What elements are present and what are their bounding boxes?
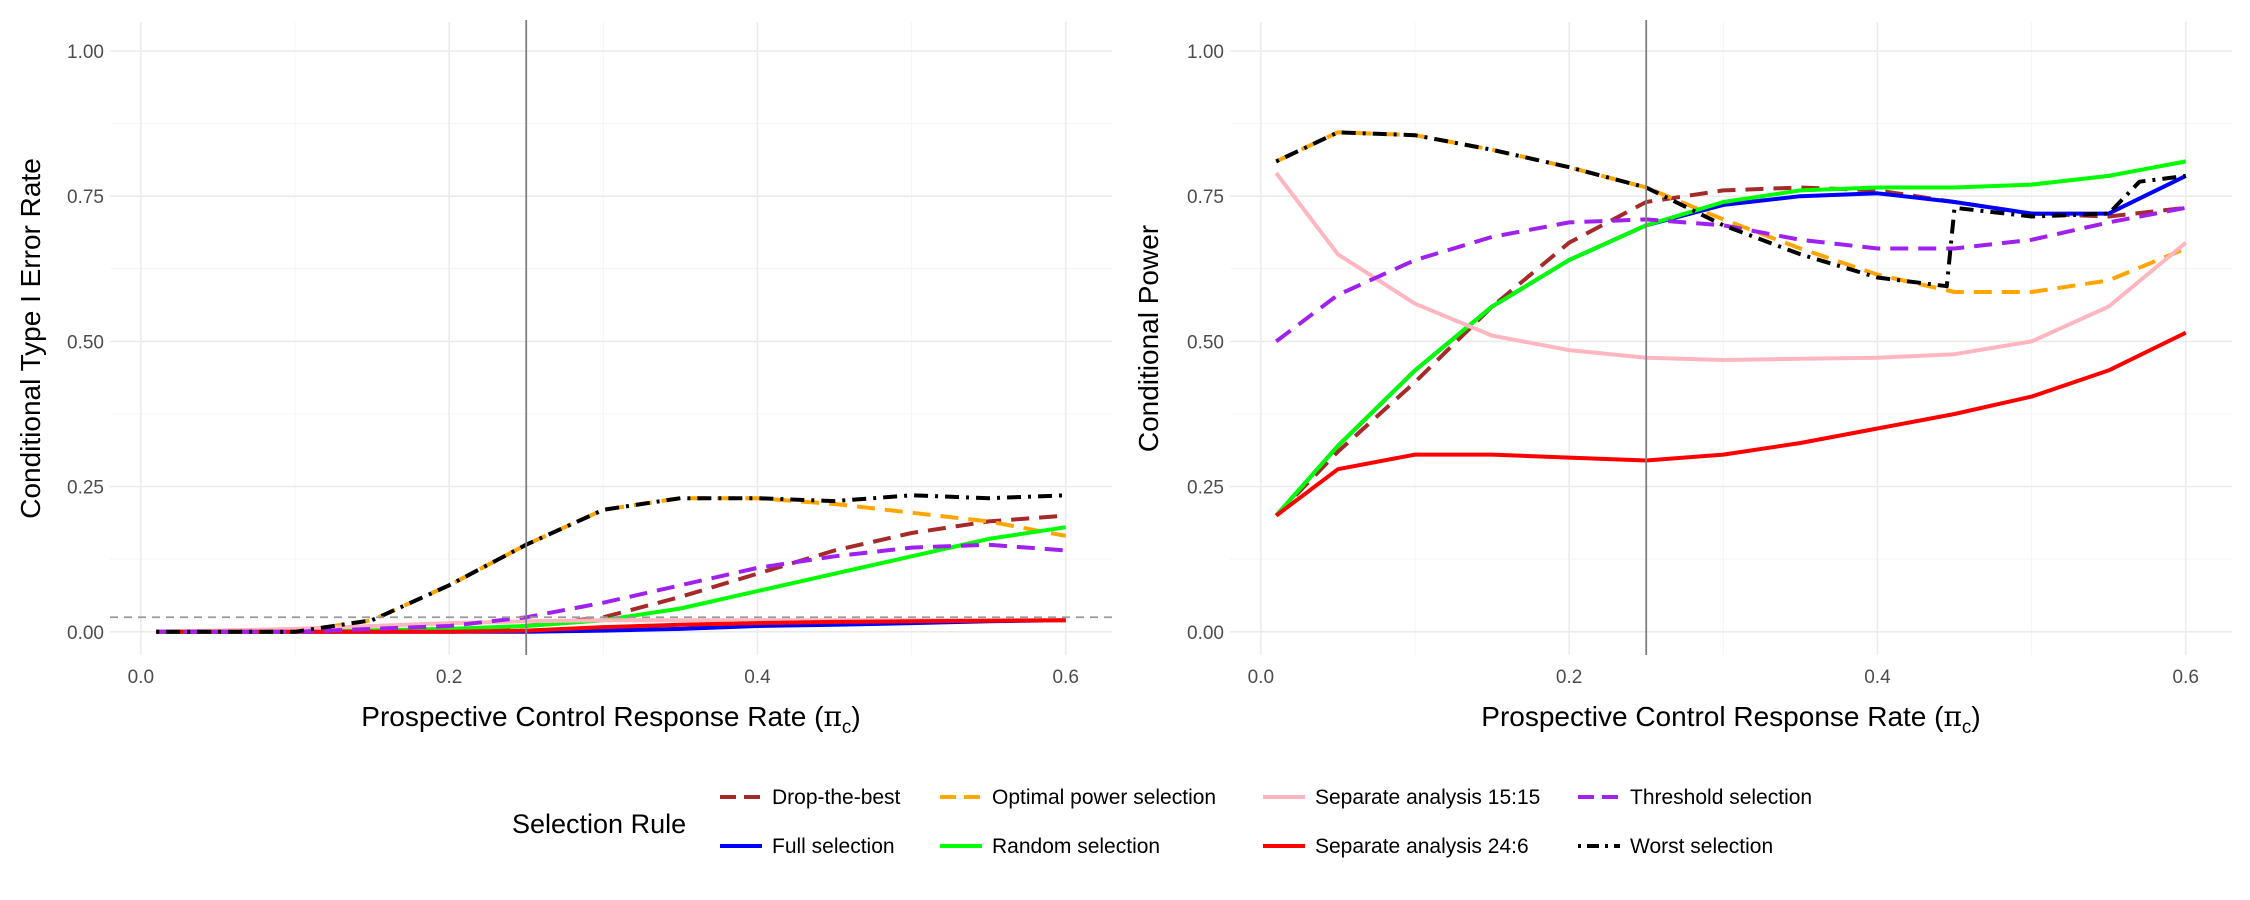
p0-x-tick-label: 0.6 bbox=[1053, 667, 1079, 688]
p1-x-axis-title-text: Prospective Control Response Rate ( bbox=[1481, 701, 1944, 732]
p1-x-tick-label: 0.4 bbox=[1864, 667, 1891, 688]
legend-label-worst-selection: Worst selection bbox=[1630, 835, 1773, 858]
p1-x-tick-label: 0.6 bbox=[2173, 667, 2199, 688]
p1-y-tick-label: 0.75 bbox=[1187, 187, 1224, 208]
p1-series-drop-the-best bbox=[1274, 185, 2187, 517]
p0-series-separate-analysis-24-6 bbox=[156, 618, 1066, 634]
panel-right-power: 0.0 0.2 0.4 0.6 0.00 0.25 0.50 0.75 1.00 Conditio… bbox=[1133, 20, 2232, 738]
p0-y-tick-label: 0.50 bbox=[67, 332, 104, 353]
legend: Selection Rule Drop-the-best Optimal pow… bbox=[512, 786, 1812, 858]
p1-y-tick-label: 0.25 bbox=[1187, 478, 1224, 499]
p1-y-tick-label: 0.50 bbox=[1187, 332, 1224, 353]
p0-x-axis-title-subscript: c bbox=[842, 717, 852, 738]
p0-x-tick-label: 0.0 bbox=[128, 667, 154, 688]
p0-x-axis-title: Prospective Control Response Rate (πc) bbox=[361, 700, 860, 738]
p0-y-tick-label: 0.00 bbox=[67, 623, 104, 644]
legend-label-full-selection: Full selection bbox=[772, 835, 895, 858]
p0-x-axis-title-symbol: π bbox=[823, 700, 841, 733]
p0-x-tick-label: 0.2 bbox=[436, 667, 462, 688]
p1-x-axis-title-subscript: c bbox=[1962, 717, 1972, 738]
p1-y-tick-label: 0.00 bbox=[1187, 623, 1224, 644]
legend-label-separate-15-15: Separate analysis 15:15 bbox=[1315, 786, 1540, 809]
p1-x-tick-label: 0.2 bbox=[1556, 667, 1582, 688]
p1-series-worst-selection bbox=[1275, 130, 2187, 289]
legend-entry-optimal-power: Optimal power selection bbox=[940, 786, 1216, 809]
p0-y-tick-label: 1.00 bbox=[67, 42, 104, 63]
legend-entry-worst-selection: Worst selection bbox=[1578, 835, 1773, 858]
p1-x-axis-title-close: ) bbox=[1971, 701, 1980, 732]
p1-x-axis-title: Prospective Control Response Rate (πc) bbox=[1481, 700, 1980, 738]
p1-x-tick-label: 0.0 bbox=[1248, 667, 1274, 688]
p1-series-threshold-selection bbox=[1274, 205, 2187, 343]
legend-entry-full-selection: Full selection bbox=[720, 835, 895, 858]
p0-series-drop-the-best bbox=[156, 513, 1066, 634]
p0-x-axis-title-text: Prospective Control Response Rate ( bbox=[361, 701, 824, 732]
p1-series-separate-analysis-24-6 bbox=[1274, 330, 2187, 518]
legend-label-optimal-power: Optimal power selection bbox=[992, 786, 1216, 809]
p0-y-axis-title: Conditional Type I Error Rate bbox=[15, 158, 46, 519]
legend-label-separate-24-6: Separate analysis 24:6 bbox=[1315, 835, 1529, 858]
legend-label-drop-the-best: Drop-the-best bbox=[772, 786, 901, 809]
p0-x-tick-label: 0.4 bbox=[744, 667, 771, 688]
p1-series-separate-analysis-15-15 bbox=[1274, 171, 2188, 362]
p0-x-axis-title-close: ) bbox=[851, 701, 860, 732]
panel-left-type-i-error: 0.0 0.2 0.4 0.6 0.00 0.25 0.50 0.75 1.00 Conditio… bbox=[15, 20, 1112, 738]
legend-entry-threshold: Threshold selection bbox=[1578, 786, 1812, 809]
p0-series-optimal-power-selection bbox=[156, 496, 1067, 634]
p1-y-tick-label: 1.00 bbox=[1187, 42, 1224, 63]
legend-entry-drop-the-best: Drop-the-best bbox=[720, 786, 901, 809]
p1-y-axis-title: Conditional Power bbox=[1133, 225, 1164, 452]
legend-label-random-selection: Random selection bbox=[992, 835, 1160, 858]
legend-entry-random-selection: Random selection bbox=[940, 835, 1160, 858]
p0-y-tick-label: 0.25 bbox=[67, 478, 104, 499]
p0-y-tick-label: 0.75 bbox=[67, 187, 104, 208]
p1-series-random-selection bbox=[1274, 159, 2187, 517]
p1-x-axis-title-symbol: π bbox=[1943, 700, 1961, 733]
legend-entry-separate-24-6: Separate analysis 24:6 bbox=[1263, 835, 1529, 858]
p0-series-worst-selection bbox=[156, 493, 1066, 634]
legend-title: Selection Rule bbox=[512, 809, 686, 839]
p0-series-threshold-selection bbox=[156, 542, 1066, 634]
legend-label-threshold: Threshold selection bbox=[1630, 786, 1812, 809]
legend-entry-separate-15-15: Separate analysis 15:15 bbox=[1263, 786, 1540, 809]
